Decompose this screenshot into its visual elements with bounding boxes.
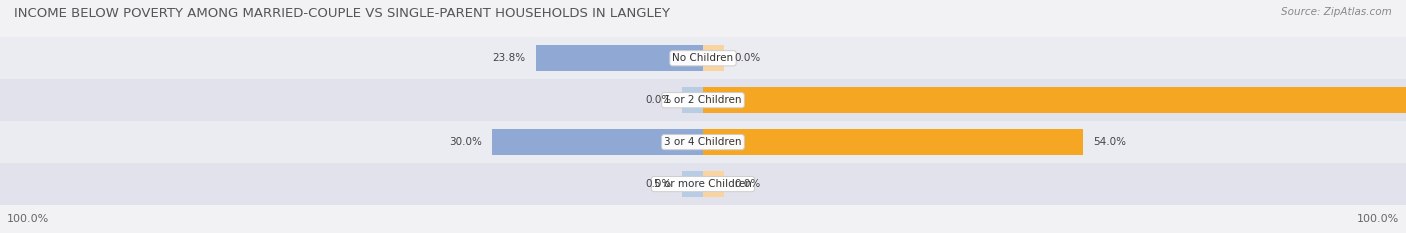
Text: No Children: No Children [672,53,734,63]
Text: 0.0%: 0.0% [734,53,761,63]
Text: 30.0%: 30.0% [449,137,481,147]
Text: 3 or 4 Children: 3 or 4 Children [664,137,742,147]
Bar [492,129,703,155]
Bar [0,37,1406,79]
Bar [703,45,724,71]
Bar [536,45,703,71]
Text: 0.0%: 0.0% [645,179,672,189]
Bar [703,171,724,197]
Text: 23.8%: 23.8% [492,53,526,63]
Bar [703,87,1406,113]
Bar [682,171,703,197]
Bar [0,79,1406,121]
Text: 100.0%: 100.0% [7,214,49,224]
Text: Source: ZipAtlas.com: Source: ZipAtlas.com [1281,7,1392,17]
Bar [0,121,1406,163]
Text: 0.0%: 0.0% [734,179,761,189]
Bar [0,163,1406,205]
Text: 1 or 2 Children: 1 or 2 Children [664,95,742,105]
Text: 54.0%: 54.0% [1094,137,1126,147]
Bar [703,129,1083,155]
Bar [682,87,703,113]
Text: INCOME BELOW POVERTY AMONG MARRIED-COUPLE VS SINGLE-PARENT HOUSEHOLDS IN LANGLEY: INCOME BELOW POVERTY AMONG MARRIED-COUPL… [14,7,671,20]
Text: 0.0%: 0.0% [645,95,672,105]
Text: 5 or more Children: 5 or more Children [654,179,752,189]
Text: 100.0%: 100.0% [1357,214,1399,224]
